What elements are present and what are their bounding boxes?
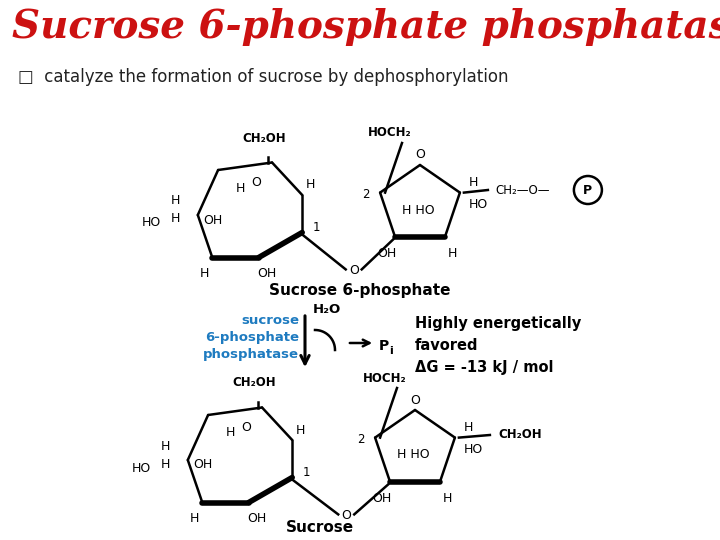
Text: H: H [235, 181, 245, 194]
Text: CH₂OH: CH₂OH [498, 429, 541, 442]
Text: 2: 2 [362, 188, 370, 201]
Text: Highly energetically: Highly energetically [415, 316, 581, 331]
Text: OH: OH [193, 458, 212, 471]
Text: O: O [241, 421, 251, 434]
Text: H: H [469, 176, 479, 189]
Text: H: H [171, 194, 181, 207]
Text: O: O [348, 264, 359, 277]
Text: sucrose: sucrose [241, 314, 299, 327]
Text: H: H [161, 440, 171, 453]
Text: HO: HO [468, 198, 487, 211]
Text: H: H [171, 213, 181, 226]
Text: H: H [189, 512, 199, 525]
Text: favored: favored [415, 338, 479, 353]
Text: O: O [410, 394, 420, 407]
Text: H HO: H HO [397, 449, 429, 462]
Text: HO: HO [132, 462, 151, 475]
Text: i: i [389, 346, 392, 356]
Text: H₂O: H₂O [313, 303, 341, 316]
Text: ΔG = -13 kJ / mol: ΔG = -13 kJ / mol [415, 360, 554, 375]
Text: HO: HO [142, 217, 161, 230]
Text: P: P [379, 339, 390, 353]
Text: HOCH₂: HOCH₂ [363, 372, 407, 384]
Text: CH₂—O—: CH₂—O— [495, 184, 550, 197]
Text: O: O [251, 176, 261, 189]
Text: H: H [443, 492, 452, 505]
Text: OH: OH [377, 247, 397, 260]
Text: 1: 1 [302, 466, 310, 479]
Text: 2: 2 [357, 433, 365, 446]
Text: OH: OH [372, 492, 392, 505]
Text: phosphatase: phosphatase [203, 348, 299, 361]
Text: O: O [341, 509, 351, 522]
Text: OH: OH [257, 267, 276, 280]
Text: H: H [295, 423, 305, 436]
Text: H: H [199, 267, 209, 280]
Text: Sucrose 6-phosphate: Sucrose 6-phosphate [269, 282, 451, 298]
Text: H: H [448, 247, 457, 260]
Text: CH₂OH: CH₂OH [242, 132, 286, 145]
Text: P: P [583, 184, 593, 197]
Text: Sucrose: Sucrose [286, 519, 354, 535]
Text: O: O [415, 148, 425, 161]
Text: □  catalyze the formation of sucrose by dephosphorylation: □ catalyze the formation of sucrose by d… [18, 68, 508, 86]
Text: Sucrose 6-phosphate phosphatase: Sucrose 6-phosphate phosphatase [12, 8, 720, 46]
Text: 6-phosphate: 6-phosphate [205, 331, 299, 344]
Text: 1: 1 [312, 221, 320, 234]
Text: HO: HO [463, 443, 482, 456]
Text: OH: OH [247, 512, 266, 525]
Text: HOCH₂: HOCH₂ [368, 126, 412, 139]
Text: H: H [305, 179, 315, 192]
Text: H HO: H HO [402, 204, 434, 217]
Text: H: H [464, 421, 474, 434]
Text: H: H [161, 457, 171, 470]
Text: OH: OH [203, 213, 222, 226]
Text: CH₂OH: CH₂OH [233, 376, 276, 389]
Text: H: H [225, 427, 235, 440]
